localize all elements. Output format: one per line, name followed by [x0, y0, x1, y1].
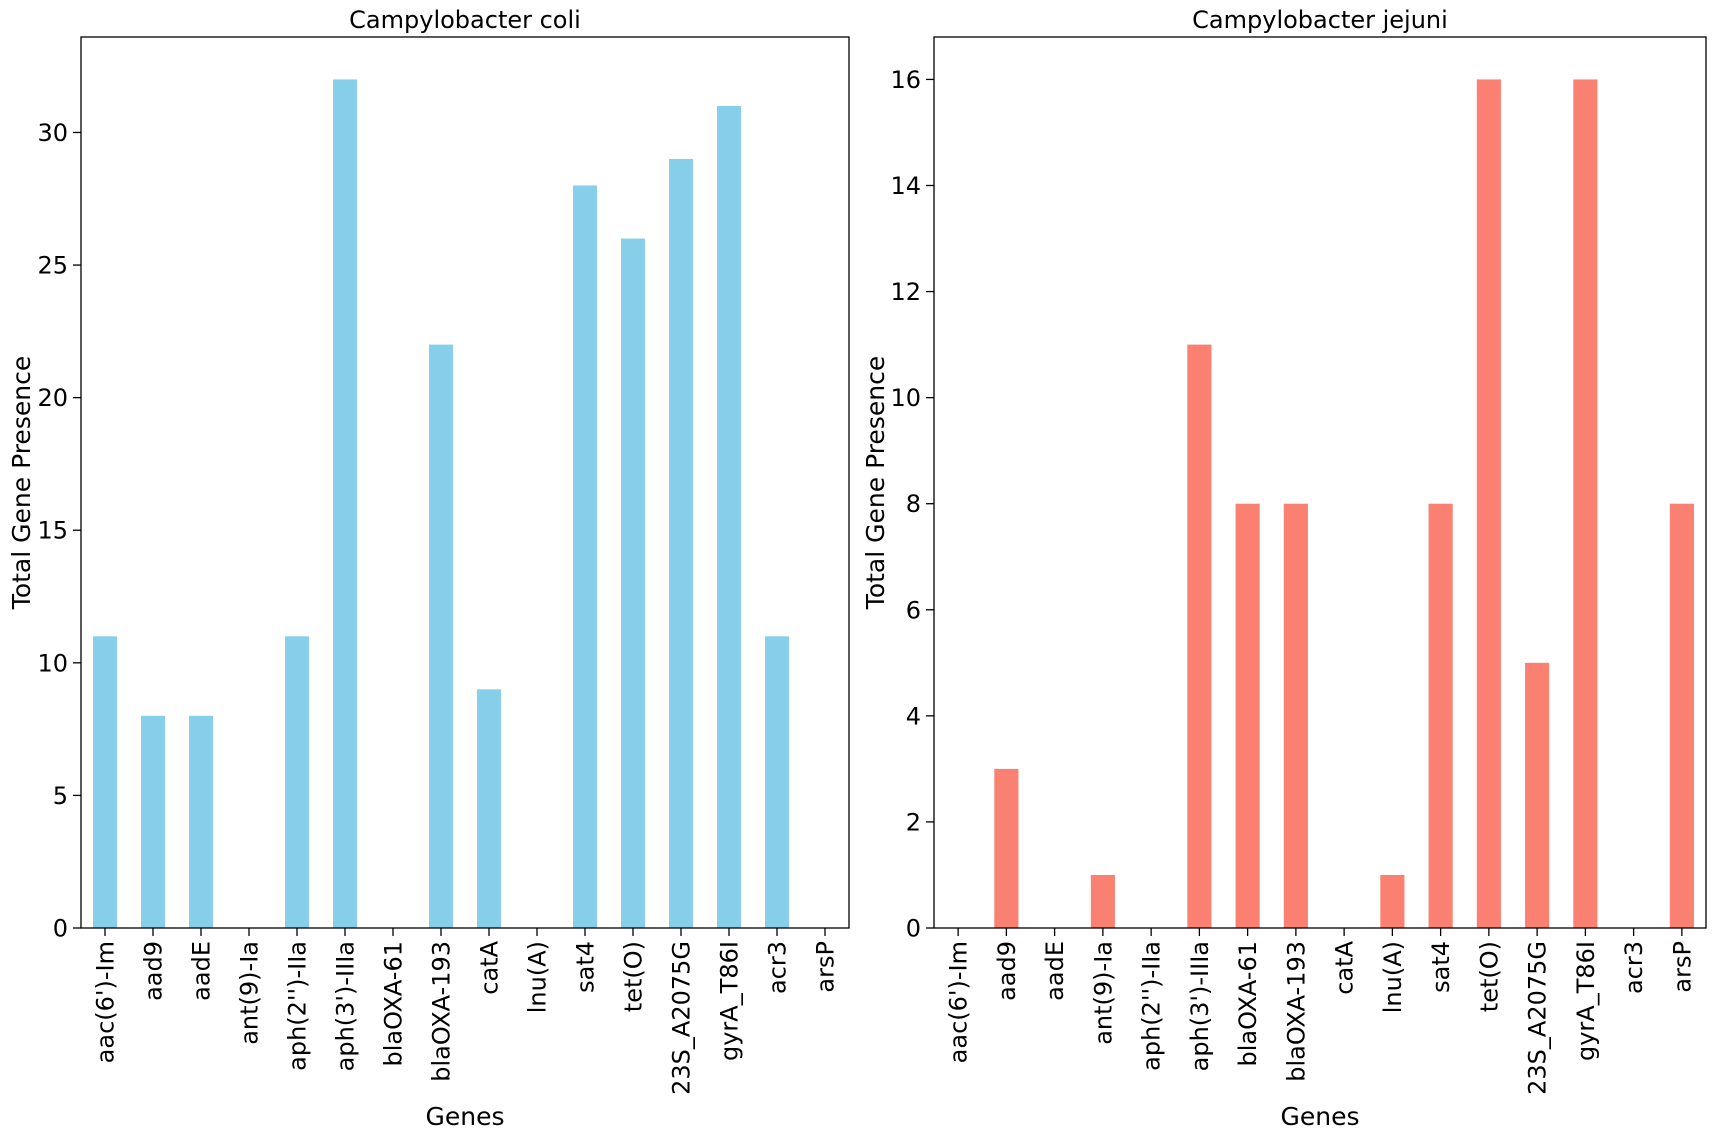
- y-tick-label: 4: [906, 702, 921, 730]
- x-tick-label: catA: [1331, 940, 1359, 994]
- bar-1-1: [994, 768, 1019, 928]
- chart-title: Campylobacter jejuni: [1192, 6, 1448, 34]
- bar-0-13: [717, 105, 741, 929]
- y-tick-label: 25: [37, 252, 68, 280]
- bar-1-12: [1525, 662, 1550, 928]
- y-tick-label: 5: [53, 782, 68, 810]
- y-tick-label: 10: [890, 384, 921, 412]
- bar-0-11: [621, 238, 645, 929]
- x-tick-label: gyrA_T86I: [1572, 941, 1600, 1061]
- bar-0-2: [189, 715, 213, 928]
- bar-1-11: [1476, 79, 1501, 928]
- y-axis-label: Total Gene Presence: [861, 356, 890, 610]
- x-tick-label: aph(2'')-IIa: [1138, 941, 1166, 1071]
- x-tick-label: sat4: [572, 941, 600, 993]
- x-tick-label: ant(9)-Ia: [236, 941, 264, 1045]
- y-tick-label: 2: [906, 808, 921, 836]
- x-axis-label: Genes: [1280, 1102, 1359, 1131]
- bar-0-0: [93, 636, 117, 928]
- bar-1-9: [1380, 874, 1405, 928]
- x-tick-label: tet(O): [620, 941, 648, 1012]
- y-tick-label: 20: [37, 384, 68, 412]
- y-tick-label: 14: [890, 172, 921, 200]
- x-tick-label: aac(6')-Im: [92, 941, 120, 1063]
- bar-0-10: [573, 185, 597, 928]
- y-axis-label: Total Gene Presence: [7, 356, 36, 610]
- bar-0-5: [333, 79, 357, 928]
- y-tick-label: 0: [53, 915, 68, 943]
- x-tick-label: blaOXA-61: [1234, 941, 1262, 1067]
- chart-campylobacter-coli: 0 5 10 15 20 25 30 aac(6')-Im aad9 aadE ant(9)-Ia a…: [7, 6, 850, 1131]
- chart-title: Campylobacter coli: [349, 6, 581, 34]
- x-tick-label: aph(2'')-IIa: [284, 941, 312, 1071]
- bar-1-15: [1669, 503, 1694, 928]
- y-tick-label: 10: [37, 649, 68, 677]
- x-tick-label: 23S_A2075G: [668, 941, 696, 1095]
- y-tick-label: 16: [890, 66, 921, 94]
- bar-0-8: [477, 689, 501, 928]
- x-tick-label: aad9: [140, 941, 168, 1001]
- y-tick-label: 6: [906, 596, 921, 624]
- x-tick-label: gyrA_T86I: [716, 941, 744, 1061]
- plot-frame: [933, 36, 1707, 929]
- x-tick-label: 23S_A2075G: [1524, 941, 1552, 1095]
- x-tick-label: aac(6')-Im: [945, 941, 973, 1063]
- y-tick-label: 8: [906, 490, 921, 518]
- plot-frame: [80, 36, 850, 929]
- x-tick-label: tet(O): [1475, 941, 1503, 1012]
- y-tick-label: 30: [37, 119, 68, 147]
- y-tick-label: 12: [890, 278, 921, 306]
- bar-0-1: [141, 715, 165, 928]
- x-tick-label: aad9: [993, 941, 1021, 1001]
- bar-1-5: [1187, 344, 1212, 928]
- bar-1-3: [1090, 874, 1115, 928]
- x-tick-label: aadE: [1041, 941, 1069, 1001]
- x-tick-label: arsP: [812, 941, 840, 993]
- bar-1-10: [1428, 503, 1453, 928]
- x-tick-label: acr3: [1620, 941, 1648, 994]
- bar-1-7: [1283, 503, 1308, 928]
- y-tick-label: 0: [906, 915, 921, 943]
- bar-1-13: [1573, 79, 1598, 928]
- x-tick-label: ant(9)-Ia: [1089, 941, 1117, 1045]
- x-tick-label: aadE: [188, 941, 216, 1001]
- x-axis-label: Genes: [425, 1102, 504, 1131]
- x-tick-label: lnu(A): [524, 941, 552, 1013]
- bar-1-6: [1235, 503, 1260, 928]
- x-tick-label: catA: [476, 940, 504, 994]
- bar-0-14: [765, 636, 789, 928]
- x-tick-label: blaOXA-193: [1282, 941, 1310, 1082]
- bar-0-4: [285, 636, 309, 928]
- x-tick-label: blaOXA-193: [428, 941, 456, 1082]
- x-tick-label: lnu(A): [1379, 941, 1407, 1013]
- bar-0-7: [429, 344, 453, 928]
- x-tick-label: sat4: [1427, 941, 1455, 993]
- y-tick-label: 15: [37, 517, 68, 545]
- x-tick-label: blaOXA-61: [380, 941, 408, 1067]
- x-tick-label: acr3: [764, 941, 792, 994]
- x-tick-label: aph(3')-IIIa: [1186, 941, 1214, 1071]
- chart-campylobacter-jejuni: 0 2 4 6 8 10 12 14 16 aac(6')-Im aad9 aadE ant(9)-Ia…: [861, 6, 1707, 1131]
- bar-0-12: [669, 158, 693, 928]
- x-tick-label: aph(3')-IIIa: [332, 941, 360, 1071]
- x-tick-label: arsP: [1668, 941, 1696, 993]
